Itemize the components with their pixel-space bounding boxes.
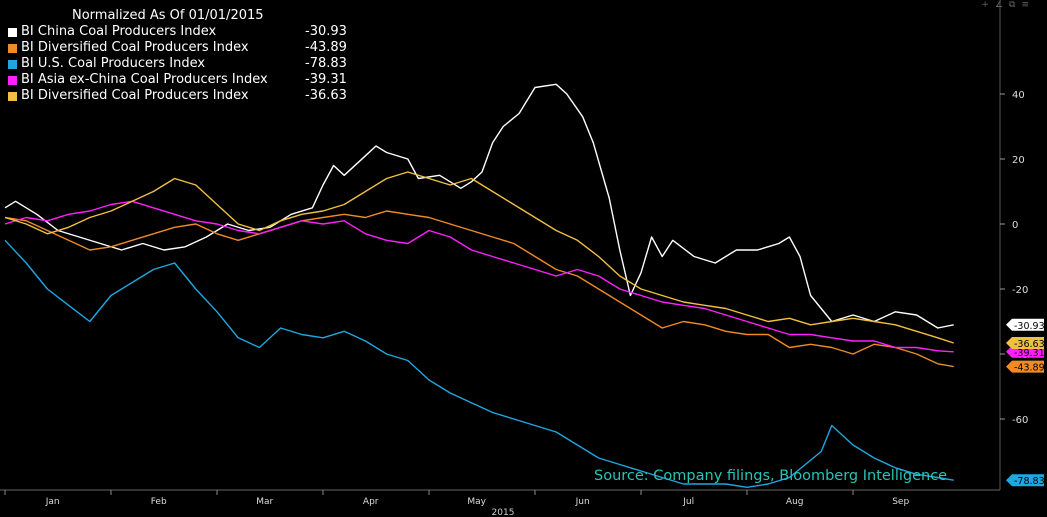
legend-series-value: -39.31 [305, 72, 347, 87]
x-tick-label: Jun [575, 497, 590, 507]
legend-swatch [8, 43, 17, 53]
x-tick-label: Sep [892, 497, 909, 507]
x-tick-label: Jul [682, 497, 694, 507]
legend-swatch [8, 91, 17, 101]
end-value-tag-bg [1006, 474, 1044, 487]
legend-rows: BI China Coal Producers Index -30.93 BI Di… [8, 24, 347, 104]
y-tick-label: -20 [1012, 285, 1028, 296]
legend-series-name: BI China Coal Producers Index [21, 24, 217, 39]
legend-series-name: BI Diversified Coal Producers Index [21, 40, 249, 55]
end-value-tags: -30.93 -43.89 -78.83 -39.31-36.63 [1006, 318, 1045, 487]
end-value-tag-label: -78.83 [1014, 476, 1045, 487]
end-value-tag-1: -43.89 [1006, 360, 1045, 374]
legend-title: Normalized As Of 01/01/2015 [72, 8, 264, 23]
end-value-tag-bg [1006, 318, 1044, 331]
legend-series-value: -30.93 [305, 24, 347, 39]
end-value-tag-label: -39.31 [1014, 348, 1045, 359]
x-axis-year-label: 2015 [492, 508, 515, 517]
legend-series-value: -78.83 [305, 56, 347, 71]
end-value-tag-4: -36.63 [1006, 337, 1045, 350]
series-line-0 [4, 83, 954, 329]
series-line-4 [4, 171, 954, 344]
legend-entry-4: BI Diversified Coal Producers Index -36.6… [8, 88, 347, 104]
series-line-1 [4, 210, 954, 368]
x-tick-label: May [467, 497, 486, 507]
x-tick-label: Jan [45, 497, 60, 507]
copy-icon[interactable]: ⧉ [1009, 0, 1022, 10]
end-value-tag-label: -30.93 [1014, 321, 1045, 332]
x-axis: Jan Feb Mar Apr May Jun Jul Aug Sep [0, 489, 1000, 507]
legend-entry-3: BI Asia ex-China Coal Producers Index -39… [8, 72, 347, 88]
x-tick-label: Mar [256, 497, 273, 507]
x-tick-label: Feb [151, 497, 167, 507]
y-tick-label: 0 [1012, 220, 1018, 231]
series-lines [4, 83, 954, 488]
legend-swatch [8, 27, 17, 37]
x-tick-label: Apr [363, 497, 379, 507]
legend-entry-2: BI U.S. Coal Producers Index -78.83 [8, 56, 347, 72]
menu-icon[interactable]: ≡ [1021, 0, 1035, 10]
legend-swatch [8, 75, 17, 85]
y-tick-label: 40 [1012, 90, 1025, 101]
chart-toolbar: +∠⧉≡ [981, 0, 1035, 10]
pin-icon[interactable]: + [981, 0, 995, 10]
edit-icon[interactable]: ∠ [994, 0, 1010, 10]
legend-entry-1: BI Diversified Coal Producers Index -43.8… [8, 40, 347, 56]
y-tick-label: 20 [1012, 155, 1025, 166]
legend-series-name: BI Diversified Coal Producers Index [21, 88, 249, 103]
end-value-tag-0: -30.93 [1006, 318, 1045, 332]
source-note: Source: Company filings, Bloomberg Intel… [594, 468, 948, 484]
legend-entry-0: BI China Coal Producers Index -30.93 [8, 24, 347, 40]
legend-series-name: BI Asia ex-China Coal Producers Index [21, 72, 268, 87]
legend-series-value: -36.63 [305, 88, 347, 103]
end-value-tag-bg [1006, 360, 1044, 373]
end-value-tag-label: -43.89 [1014, 363, 1045, 374]
y-tick-label: -60 [1012, 415, 1028, 426]
series-line-2 [4, 239, 954, 488]
chart-legend: Normalized As Of 01/01/2015 BI China Coa… [8, 8, 347, 104]
end-value-tag-bg [1006, 337, 1044, 350]
legend-series-name: BI U.S. Coal Producers Index [21, 56, 206, 71]
series-line-3 [4, 200, 954, 353]
legend-series-value: -43.89 [305, 40, 347, 55]
legend-swatch [8, 59, 17, 69]
x-tick-label: Aug [786, 497, 804, 507]
end-value-tag-label: -36.63 [1014, 339, 1045, 350]
end-value-tag-2: -78.83 [1006, 474, 1045, 487]
